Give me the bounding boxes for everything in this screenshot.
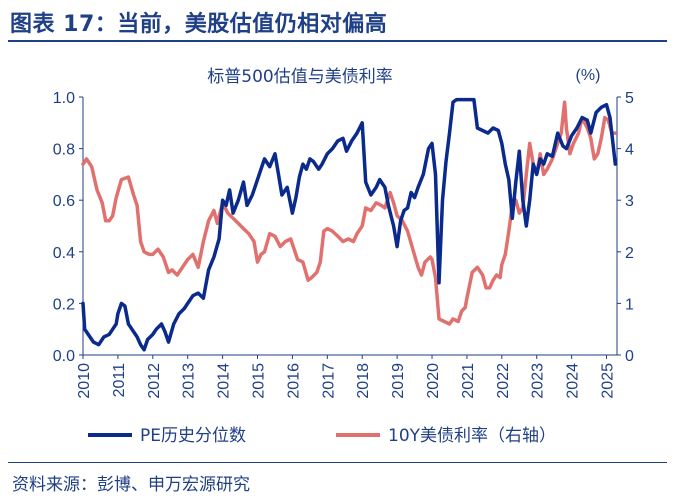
left-tick-label: 0.2 bbox=[53, 296, 75, 313]
chart: 标普500估值与美债利率 (%) 0.0 0.2 0.4 0.6 0.8 1.0 0 1 2 3 4… bbox=[53, 67, 634, 446]
left-tick-label: 1.0 bbox=[53, 90, 75, 107]
right-tick-label: 1 bbox=[625, 296, 634, 313]
x-tick-label: 2015 bbox=[251, 363, 268, 399]
x-tick-label: 2019 bbox=[390, 363, 407, 399]
left-tick-label: 0.4 bbox=[53, 245, 75, 262]
x-tick-label: 2023 bbox=[530, 363, 547, 399]
left-tick-label: 0.0 bbox=[53, 348, 75, 365]
axes: 0.0 0.2 0.4 0.6 0.8 1.0 0 1 2 3 4 5 2010 2011 2012 2013… bbox=[53, 90, 634, 399]
x-tick-label: 2018 bbox=[355, 363, 372, 399]
top-divider bbox=[8, 40, 667, 42]
legend: PE历史分位数 10Y美债利率（右轴） bbox=[88, 426, 556, 446]
figure-title: 图表 17：当前，美股估值仍相对偏高 bbox=[10, 12, 388, 37]
left-tick-label: 0.8 bbox=[53, 142, 75, 159]
x-tick-label: 2020 bbox=[425, 363, 442, 399]
chart-title: 标普500估值与美债利率 bbox=[207, 67, 392, 87]
x-tick-label: 2012 bbox=[146, 363, 163, 399]
pe-series-line bbox=[81, 97, 618, 352]
x-tick-label: 2024 bbox=[565, 363, 582, 399]
x-tick-label: 2017 bbox=[320, 363, 337, 399]
source-note: 资料来源：彭博、申万宏源研究 bbox=[12, 475, 250, 495]
right-axis-unit: (%) bbox=[576, 67, 601, 84]
x-tick-label: 2014 bbox=[216, 363, 233, 399]
x-tick-label: 2011 bbox=[111, 363, 128, 398]
right-tick-label: 3 bbox=[625, 193, 634, 210]
right-tick-label: 0 bbox=[625, 348, 634, 365]
x-tick-label: 2021 bbox=[460, 363, 477, 399]
bottom-divider bbox=[8, 462, 667, 463]
x-tick-label: 2013 bbox=[181, 363, 198, 399]
x-tick-label: 2010 bbox=[76, 363, 93, 399]
right-tick-label: 5 bbox=[625, 90, 634, 107]
legend-pe-label: PE历史分位数 bbox=[140, 426, 246, 446]
x-tick-label: 2022 bbox=[495, 363, 512, 399]
plot-lines bbox=[81, 97, 618, 352]
x-tick-label: 2016 bbox=[285, 363, 302, 399]
x-tick-label: 2025 bbox=[600, 363, 617, 399]
right-tick-label: 4 bbox=[625, 142, 634, 159]
right-tick-label: 2 bbox=[625, 245, 634, 262]
left-tick-label: 0.6 bbox=[53, 193, 75, 210]
yield-series-line bbox=[81, 100, 618, 326]
legend-yield-label: 10Y美债利率（右轴） bbox=[388, 426, 556, 446]
